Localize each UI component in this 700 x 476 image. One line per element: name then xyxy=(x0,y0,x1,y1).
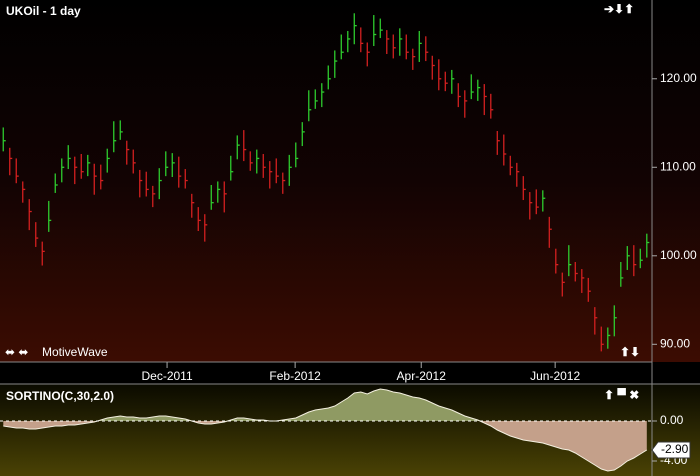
current-value-label: -2.90 xyxy=(661,442,689,456)
area-line xyxy=(3,388,648,472)
date-axis xyxy=(0,362,700,384)
area-negative xyxy=(3,421,647,471)
chart-title: UKOil - 1 day xyxy=(6,4,81,18)
y-tick-label: 110.00 xyxy=(660,159,696,173)
x-tick-label: Jun-2012 xyxy=(530,369,580,383)
current-value-box xyxy=(651,441,691,459)
indicator-controls[interactable]: ⬆ ▀ ✖ xyxy=(604,388,639,402)
y-tick-label: 90.00 xyxy=(660,336,690,350)
y-tick-label: 100.00 xyxy=(660,248,697,262)
scale-controls[interactable]: ⬆⬇ xyxy=(620,345,640,359)
y-tick-label: 120.00 xyxy=(660,71,697,85)
area-positive xyxy=(3,389,647,421)
indicator-title: SORTINO(C,30,2.0) xyxy=(6,389,114,403)
watermark: MotiveWave xyxy=(42,345,108,359)
x-tick-label: Feb-2012 xyxy=(269,369,321,383)
y-tick-label: 0.00 xyxy=(660,413,684,427)
main-panel xyxy=(0,0,700,362)
x-tick-label: Apr-2012 xyxy=(397,369,447,383)
x-tick-label: Dec-2011 xyxy=(141,369,192,383)
panel-controls[interactable]: ➔⬇⬆ xyxy=(604,2,634,16)
nav-arrows[interactable]: ⬌ ⬌ xyxy=(5,345,28,359)
